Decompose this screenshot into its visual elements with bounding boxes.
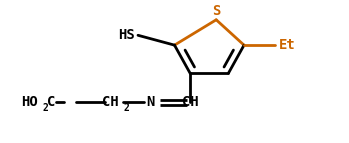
Text: HS: HS <box>118 28 135 42</box>
Text: S: S <box>212 4 221 18</box>
Text: CH: CH <box>102 95 119 109</box>
Text: N: N <box>146 95 154 109</box>
Text: CH: CH <box>182 95 199 109</box>
Text: C: C <box>46 95 55 109</box>
Text: 2: 2 <box>124 103 129 113</box>
Text: Et: Et <box>279 38 296 52</box>
Text: 2: 2 <box>43 103 48 113</box>
Text: HO: HO <box>22 95 38 109</box>
